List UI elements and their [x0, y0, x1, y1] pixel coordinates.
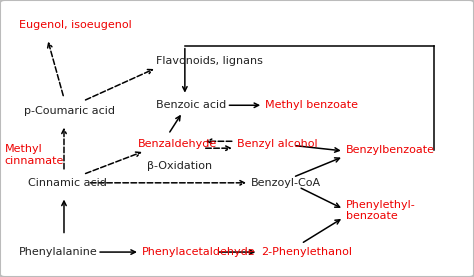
Text: Benzoic acid: Benzoic acid [156, 100, 227, 110]
Text: Benzylbenzoate: Benzylbenzoate [346, 145, 435, 155]
Text: Benzoyl-CoA: Benzoyl-CoA [251, 178, 321, 188]
Text: Methyl benzoate: Methyl benzoate [265, 100, 358, 110]
Text: Eugenol, isoeugenol: Eugenol, isoeugenol [19, 20, 132, 30]
Text: Flavonoids, lignans: Flavonoids, lignans [156, 56, 263, 66]
Text: Benzaldehyde: Benzaldehyde [137, 139, 217, 149]
Text: p-Coumaric acid: p-Coumaric acid [24, 106, 115, 116]
Text: 2-Phenylethanol: 2-Phenylethanol [261, 247, 352, 257]
Text: Benzyl alcohol: Benzyl alcohol [237, 139, 318, 149]
Text: Phenylacetaldehyde: Phenylacetaldehyde [142, 247, 256, 257]
Text: Cinnamic acid: Cinnamic acid [28, 178, 107, 188]
Text: Phenylalanine: Phenylalanine [19, 247, 98, 257]
Text: β-Oxidation: β-Oxidation [147, 161, 212, 171]
Text: Phenylethyl-
benzoate: Phenylethyl- benzoate [346, 200, 416, 221]
Text: Methyl
cinnamate: Methyl cinnamate [5, 144, 64, 166]
